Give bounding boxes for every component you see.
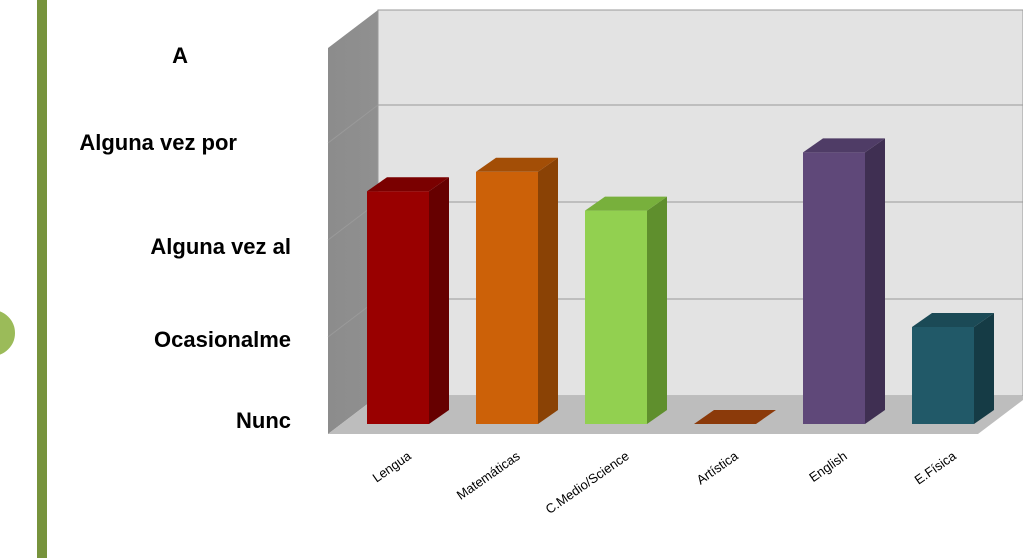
y-tick-label: Nunc — [236, 408, 291, 433]
bar-front — [585, 210, 647, 424]
x-tick-label: Lengua — [370, 448, 415, 486]
bar — [585, 196, 667, 424]
bar-front — [367, 191, 429, 424]
bar-top — [803, 138, 885, 153]
gridline — [327, 104, 1023, 144]
bar-side — [429, 177, 449, 424]
bar — [367, 177, 449, 424]
x-tick-label: Matemáticas — [454, 448, 523, 503]
bar — [476, 157, 558, 425]
decorative-circle — [0, 309, 17, 357]
bar-front — [912, 327, 974, 424]
bar-top — [585, 196, 667, 211]
y-tick-label: Alguna vez por — [79, 130, 237, 155]
y-tick-label: A — [172, 43, 188, 68]
decorative-stripe — [37, 0, 47, 558]
x-tick-label: E.Física — [912, 448, 960, 488]
y-axis-ticks: Nunc Ocasionalme Alguna vez al Alguna vez p… — [79, 43, 291, 433]
bar — [694, 410, 776, 424]
bar — [912, 313, 994, 424]
bar-front — [476, 171, 538, 424]
bar-top — [912, 313, 994, 327]
x-axis-ticks: Lengua Matemáticas C.Medio/Science Artístic… — [370, 448, 960, 517]
bar-side — [538, 157, 558, 425]
x-tick-label: English — [806, 448, 850, 485]
bars — [367, 138, 994, 425]
bar-top — [694, 410, 776, 424]
bar-top — [476, 157, 558, 172]
x-tick-label: Artística — [694, 448, 742, 488]
x-tick-label: C.Medio/Science — [543, 448, 632, 517]
bar-front — [803, 152, 865, 424]
bar-side — [865, 138, 885, 424]
y-tick-label: Ocasionalme — [154, 327, 291, 352]
y-tick-label: Alguna vez al — [150, 234, 291, 259]
bar — [803, 138, 885, 424]
bar-side — [647, 196, 667, 424]
bar-top — [367, 177, 449, 192]
bar-side — [974, 313, 994, 424]
